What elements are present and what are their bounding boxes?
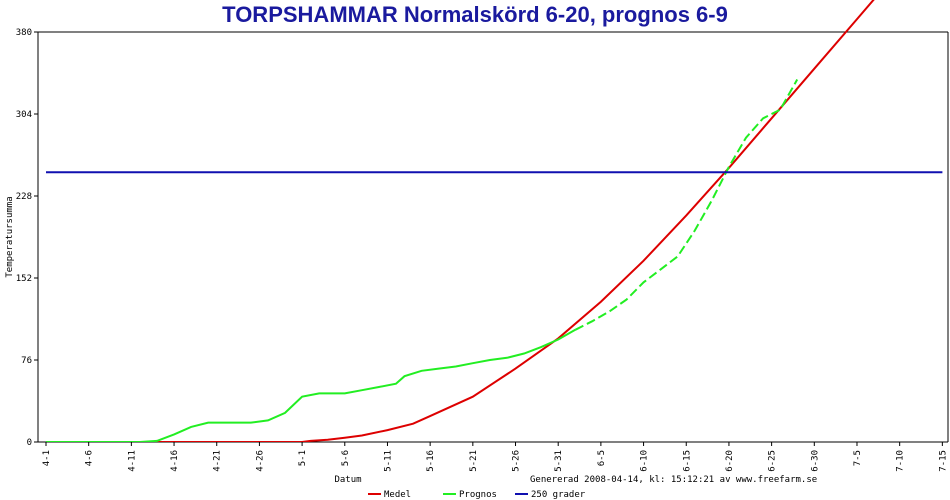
- footer-text: Genererad 2008-04-14, kl: 15:12:21 av ww…: [530, 475, 817, 485]
- x-tick-label: 5-31: [554, 450, 564, 472]
- y-axis-label: Temperatursumma: [5, 196, 15, 277]
- x-tick-label: 4-6: [85, 450, 95, 466]
- x-tick-label: 6-25: [768, 450, 778, 472]
- x-tick-label: 6-5: [597, 450, 607, 466]
- x-tick-label: 5-16: [426, 450, 436, 472]
- x-tick-label: 4-11: [127, 450, 137, 472]
- x-tick-label: 6-20: [725, 450, 735, 472]
- x-tick-label: 7-15: [938, 450, 948, 472]
- y-tick-label: 76: [21, 356, 32, 366]
- x-tick-label: 5-21: [469, 450, 479, 472]
- x-axis-label: Datum: [334, 475, 361, 485]
- y-axis-ticks: 0 76 152 228 304 380: [16, 28, 38, 448]
- legend-label-250-grader: 250 grader: [531, 490, 586, 500]
- y-tick-label: 380: [16, 28, 32, 38]
- chart-title: TORPSHAMMAR Normalskörd 6-20, prognos 6-…: [222, 2, 728, 27]
- x-axis-ticks: 4-1 4-6 4-11 4-16 4-21 4-26 5-1 5-6 5-11 5-16 5-21…: [42, 442, 948, 472]
- x-tick-label: 7-10: [896, 450, 906, 472]
- x-tick-label: 7-5: [853, 450, 863, 466]
- x-tick-label: 5-26: [512, 450, 522, 472]
- series-line-prognos-dashed: [574, 79, 799, 331]
- x-tick-label: 4-21: [213, 450, 223, 472]
- x-tick-label: 5-1: [298, 450, 308, 466]
- x-tick-label: 5-11: [383, 450, 393, 472]
- y-tick-label: 228: [16, 192, 32, 202]
- x-tick-label: 6-30: [810, 450, 820, 472]
- y-tick-label: 152: [16, 274, 32, 284]
- plot-area: [37, 31, 949, 443]
- x-tick-label: 4-16: [170, 450, 180, 472]
- y-tick-label: 304: [16, 110, 32, 120]
- x-tick-label: 4-1: [42, 450, 52, 466]
- series-line-medel: [46, 0, 875, 442]
- legend-label-prognos: Prognos: [459, 490, 497, 500]
- x-tick-label: 6-10: [640, 450, 650, 472]
- series-line-prognos-solid: [46, 328, 576, 442]
- legend: Medel Prognos 250 grader: [368, 490, 586, 500]
- series-layer: [46, 0, 943, 442]
- x-tick-label: 5-6: [341, 450, 351, 466]
- x-tick-label: 6-15: [682, 450, 692, 472]
- y-tick-label: 0: [27, 438, 32, 448]
- legend-label-medel: Medel: [384, 490, 411, 500]
- x-tick-label: 4-26: [255, 450, 265, 472]
